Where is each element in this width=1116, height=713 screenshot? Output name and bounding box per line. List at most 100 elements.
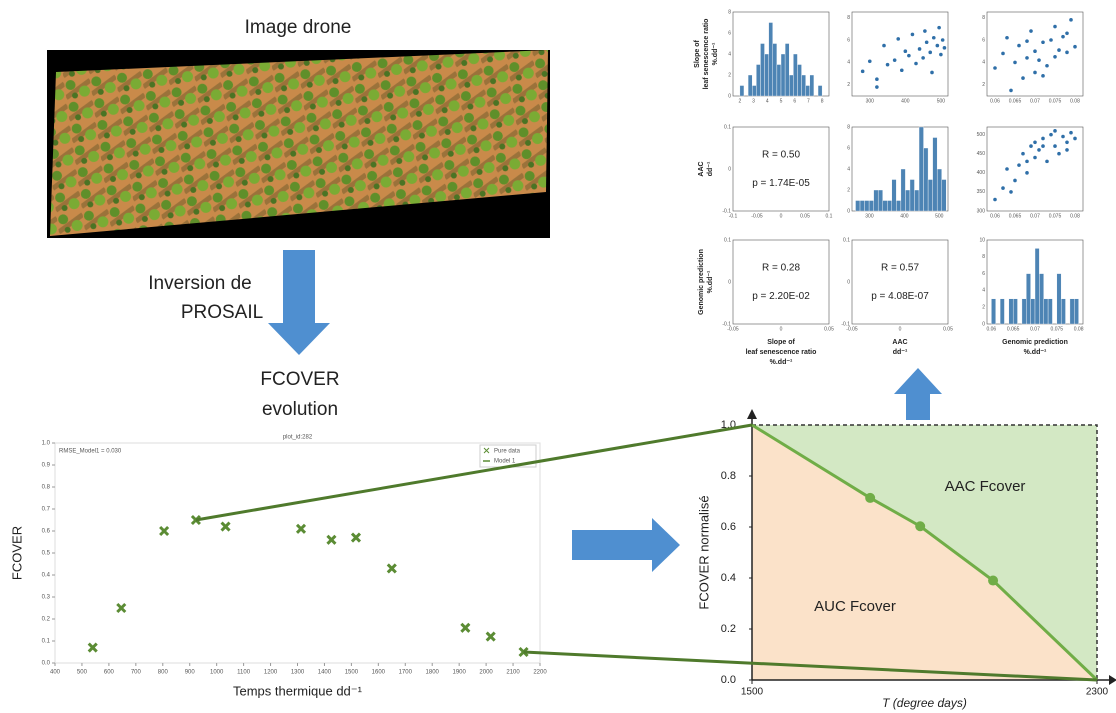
y-tick-label: 300 [977, 208, 986, 214]
scatter-point [1073, 137, 1077, 141]
scatter-point [875, 85, 879, 89]
x-tick-label: 0.05 [800, 213, 810, 219]
scatter-point [1013, 179, 1017, 183]
scatter-point [1049, 133, 1053, 137]
right-arrow [572, 518, 680, 572]
hist-bar [777, 65, 781, 97]
hist-bar [1044, 299, 1048, 324]
hist-bar [914, 190, 919, 211]
column-label: leaf senescence ratio [746, 349, 817, 356]
fcover-label: FCOVER [260, 369, 339, 390]
point [915, 521, 925, 531]
hist-bar [919, 127, 924, 211]
y-tick-label: 8 [982, 254, 985, 260]
p-value: p = 4.08E-07 [871, 291, 929, 302]
panel-frame [733, 240, 829, 324]
x-tick-label: 0.075 [1049, 213, 1062, 219]
scatter-point [900, 68, 904, 72]
y-tick-label: 0 [728, 279, 731, 285]
x-tick-label: 0.06 [990, 98, 1000, 104]
y-tick-label: 2 [728, 72, 731, 78]
legend-label: Pure data [494, 449, 521, 455]
scatter-point [1045, 160, 1049, 164]
panel-frame [852, 12, 948, 96]
x-tick-label: 0.08 [1074, 326, 1084, 332]
x-tick-label: 0 [899, 326, 902, 332]
column-label: Slope of [767, 339, 795, 346]
column-label: Genomic prediction [1002, 339, 1068, 346]
x-tick-label: 0.075 [1051, 326, 1064, 332]
y-tick-label: 0 [728, 166, 731, 172]
point [988, 576, 998, 586]
scatter-point [1025, 39, 1029, 43]
x-tick-label: 400 [901, 98, 910, 104]
y-tick-label: 8 [847, 124, 850, 130]
x-tick-label: 0 [780, 326, 783, 332]
column-label: %.dd⁻¹ [770, 359, 793, 366]
scatter-point [930, 71, 934, 75]
x-tick-label: 900 [185, 670, 196, 676]
y-tick-label: 4 [847, 166, 850, 172]
x-tick-label: 2100 [506, 670, 520, 676]
y-tick-label: 0.3 [42, 595, 51, 601]
scatter-point [1053, 55, 1057, 59]
scatter-point [1041, 144, 1045, 148]
scatter-point [896, 37, 900, 41]
scatter-point [1065, 51, 1069, 55]
x-tick-label: 300 [866, 98, 875, 104]
annotation: RMSE_Model1 = 0.030 [59, 449, 122, 455]
hist-bar [910, 180, 915, 212]
scatter-point [861, 70, 865, 74]
scatter-point [923, 29, 927, 33]
scatter-point [882, 44, 886, 48]
y-tick-label: 2 [982, 305, 985, 311]
hist-bar [802, 75, 806, 96]
hist-bar [928, 180, 933, 212]
x-tick-label: 0.065 [1007, 326, 1020, 332]
hist-bar [1048, 299, 1052, 324]
hist-bar [905, 190, 910, 211]
r-value: R = 0.28 [762, 262, 801, 273]
r-value: R = 0.57 [881, 262, 920, 273]
hist-bar [1031, 299, 1035, 324]
hist-bar [797, 65, 801, 97]
hist-bar [1061, 299, 1065, 324]
hist-bar [855, 201, 860, 212]
y-axis-label: FCOVER normalisé [696, 495, 711, 609]
hist-bar [1000, 299, 1004, 324]
y-tick-label: 8 [982, 15, 985, 21]
scatter-point [1033, 156, 1037, 160]
scatter-point [893, 58, 897, 62]
scatter-point [1001, 52, 1005, 56]
scatter-point [939, 53, 943, 57]
y-tick-label: 350 [977, 189, 986, 195]
x-tick-label: 2300 [1086, 687, 1109, 698]
scatter-point [868, 59, 872, 63]
x-arrowhead [1109, 675, 1116, 685]
hist-bar [1039, 274, 1043, 324]
hist-bar [1074, 299, 1078, 324]
hist-bar [942, 180, 947, 212]
y-tick-label: 0.1 [843, 237, 850, 243]
figure: Image drone Inversion de PROSAIL FCOVER … [0, 0, 1116, 713]
scatter-point [875, 77, 879, 81]
hist-bar [1022, 299, 1026, 324]
scatter-point [1069, 18, 1073, 22]
hist-bar [1035, 248, 1039, 324]
y-tick-label: 0.1 [724, 124, 731, 130]
x-tick-label: 1000 [210, 670, 224, 676]
hist-bar [752, 86, 756, 97]
hist-bar [781, 54, 785, 96]
x-tick-label: 5 [780, 98, 783, 104]
scatter-point [1053, 144, 1057, 148]
row-label: Slope of [694, 40, 701, 68]
x-tick-label: 0.05 [943, 326, 953, 332]
hist-bar [1026, 274, 1030, 324]
point [865, 493, 875, 503]
y-tick-label: 6 [847, 145, 850, 151]
x-tick-label: 2 [738, 98, 741, 104]
x-tick-label: 2000 [479, 670, 493, 676]
scatter-point [1033, 71, 1037, 75]
hist-bar [793, 54, 797, 96]
x-tick-label: 0.065 [1009, 98, 1022, 104]
